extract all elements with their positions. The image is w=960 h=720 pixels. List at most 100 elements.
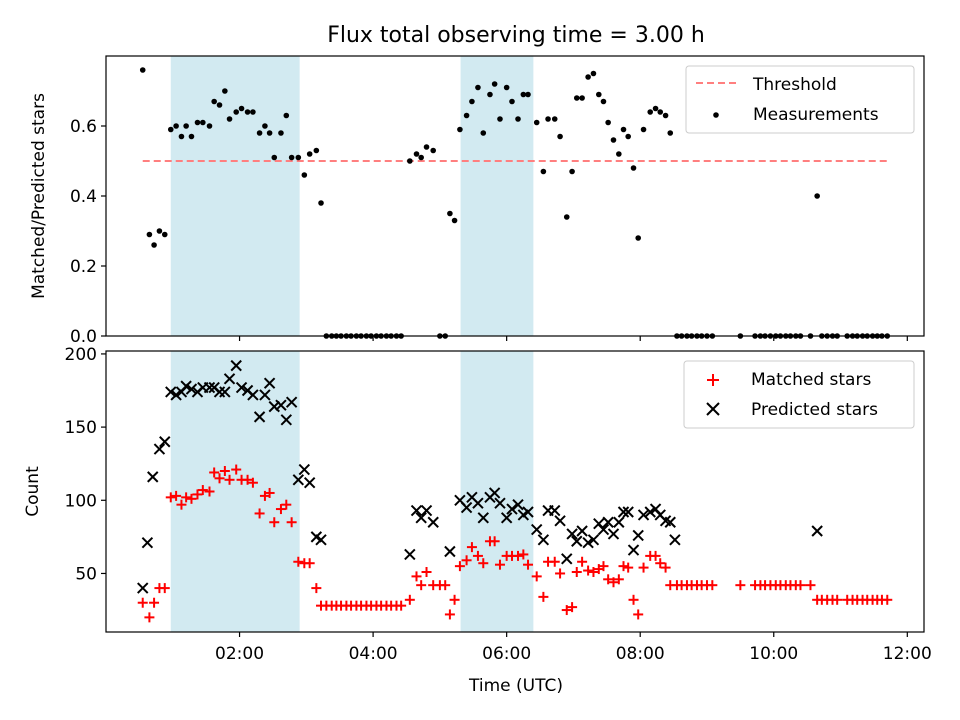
matched-star-point xyxy=(628,594,639,605)
matched-star-point xyxy=(538,591,549,602)
predicted-star-point xyxy=(582,537,594,549)
count-legend-box xyxy=(683,360,915,429)
measurement-point xyxy=(497,116,503,122)
matched-star-point xyxy=(286,517,297,528)
measurement-point xyxy=(620,126,627,133)
matched-star-point xyxy=(603,574,614,585)
matched-star-point xyxy=(549,556,560,567)
x-tick-label: 12:00 xyxy=(883,644,932,664)
measurement-point xyxy=(469,98,475,105)
measurement-points xyxy=(139,67,891,339)
legend-matched-label: Matched stars xyxy=(751,370,871,390)
predicted-star-point xyxy=(477,512,489,524)
legend-measurements-swatch xyxy=(713,112,719,118)
predicted-star-point xyxy=(415,512,427,524)
predicted-star-point xyxy=(537,534,550,546)
measurement-point xyxy=(814,193,820,199)
measurement-point xyxy=(278,130,284,136)
matched-star-point xyxy=(523,559,534,570)
x-tick-label: 08:00 xyxy=(616,644,665,664)
count-x-ticks: 02:00 04:00 06:00 08:00 10:00 12:00 xyxy=(215,632,932,664)
matched-star-point xyxy=(795,580,806,591)
predicted-star-point xyxy=(141,537,154,549)
measurement-point xyxy=(563,214,570,220)
predicted-star-point xyxy=(410,504,423,517)
predicted-star-point xyxy=(285,396,298,408)
measurement-point xyxy=(545,116,551,122)
predicted-star-point xyxy=(617,506,630,518)
predicted-star-point xyxy=(253,411,266,423)
legend-matched-swatch xyxy=(707,374,719,386)
matched-star-point xyxy=(411,571,422,582)
x-axis-label: Time (UTC) xyxy=(468,676,563,696)
predicted-star-point xyxy=(444,545,456,558)
matched-star-point xyxy=(224,474,235,485)
matched-star-point xyxy=(489,536,500,547)
matched-star-point xyxy=(518,549,529,560)
predicted-star-points xyxy=(137,359,823,594)
measurement-point xyxy=(640,126,647,133)
matched-star-point xyxy=(660,562,671,573)
measurement-point xyxy=(647,109,654,115)
matched-star-point xyxy=(165,492,176,503)
measurement-point xyxy=(573,95,580,101)
matched-star-point xyxy=(577,556,588,567)
measurement-point xyxy=(475,84,481,91)
predicted-star-point xyxy=(185,383,198,395)
measurement-point xyxy=(569,168,575,175)
measurement-point xyxy=(625,133,631,140)
measurement-point xyxy=(503,84,510,91)
predicted-star-point xyxy=(460,501,473,514)
measurement-point xyxy=(407,158,413,164)
matched-star-point xyxy=(478,558,489,569)
predicted-star-point xyxy=(632,529,644,542)
predicted-star-point xyxy=(230,359,242,372)
measurement-point xyxy=(525,91,531,98)
measurement-point xyxy=(540,168,547,175)
measurement-point xyxy=(266,130,273,136)
matched-star-point xyxy=(444,609,455,620)
measurement-point xyxy=(480,130,487,136)
measurement-point xyxy=(250,109,256,115)
predicted-star-point xyxy=(500,512,513,524)
matched-star-point xyxy=(186,493,197,504)
measurement-point xyxy=(533,119,540,126)
count-legend: Matched stars Predicted stars xyxy=(683,360,915,429)
predicted-star-point xyxy=(512,498,524,511)
measurement-point xyxy=(313,147,320,154)
matched-star-point xyxy=(144,612,155,623)
predicted-star-point xyxy=(259,389,271,401)
matched-star-point xyxy=(231,464,242,475)
observing-window-1 xyxy=(460,56,534,336)
measurement-point xyxy=(413,151,420,157)
ratio-legend: Threshold Measurements xyxy=(685,65,915,134)
matched-star-point xyxy=(618,561,629,572)
predicted-star-point xyxy=(597,523,610,536)
measurement-point xyxy=(256,130,263,136)
measurement-point xyxy=(457,126,463,133)
measurement-point xyxy=(194,119,201,126)
measurement-point xyxy=(216,102,223,108)
ratio-y-axis-label: Matched/Predicted stars xyxy=(29,93,49,299)
measurement-point xyxy=(226,116,233,122)
matched-star-point xyxy=(531,571,542,582)
ratio-y-ticks: 0.0 0.2 0.4 0.6 xyxy=(70,117,106,347)
y-tick-label: 100 xyxy=(65,491,97,511)
measurement-point xyxy=(520,91,527,98)
measurement-point xyxy=(515,116,521,122)
y-tick-label: 0.0 xyxy=(70,327,97,347)
matched-star-point xyxy=(181,492,192,503)
measurement-point xyxy=(487,91,493,98)
measurement-point xyxy=(418,154,424,161)
matched-star-point xyxy=(242,474,253,485)
matched-star-point xyxy=(805,580,816,591)
matched-star-point xyxy=(269,517,280,528)
count-axes-frame xyxy=(105,350,925,633)
measurement-point xyxy=(491,81,498,87)
measurement-point xyxy=(430,147,437,154)
matched-star-point xyxy=(421,566,432,577)
predicted-star-point xyxy=(644,506,656,518)
x-tick-label: 06:00 xyxy=(482,644,531,664)
measurement-point xyxy=(551,116,558,122)
measurement-point xyxy=(585,74,591,80)
